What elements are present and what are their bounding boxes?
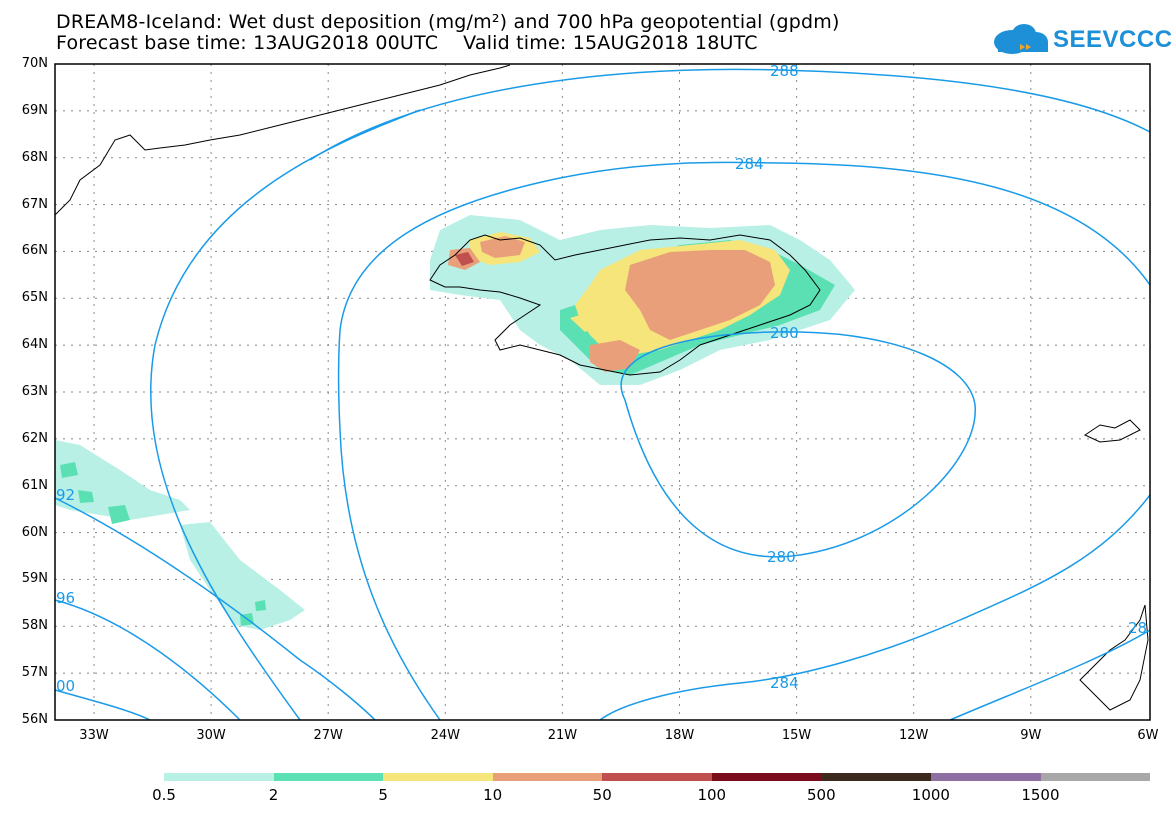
- lon-label: 24W: [430, 728, 460, 743]
- legend-swatch: [383, 773, 493, 781]
- legend-swatch: [930, 773, 1041, 781]
- coastlines: [54, 64, 1149, 711]
- legend-label: 500: [807, 786, 836, 804]
- legend-label: 100: [697, 786, 727, 804]
- legend-swatch: [273, 773, 384, 781]
- legend-label: 1500: [1021, 786, 1060, 804]
- contour-label-28: 28: [1128, 619, 1147, 637]
- map-title: DREAM8-Iceland: Wet dust deposition (mg/…: [56, 11, 840, 33]
- lon-label: 33W: [79, 728, 109, 743]
- lat-label: 66N: [21, 243, 48, 259]
- seevccc-logo: [994, 24, 1048, 54]
- lat-label: 65N: [21, 290, 48, 306]
- lat-label: 63N: [21, 384, 48, 399]
- legend-label: 0.5: [152, 786, 176, 804]
- contour-label-96: 96: [56, 589, 75, 607]
- contour-label-284-south: 284: [770, 674, 799, 692]
- lat-lon-grid: [55, 64, 1150, 720]
- lon-label: 12W: [898, 728, 929, 743]
- logo-text: SEEVCCC: [1053, 26, 1173, 53]
- lat-label: 57N: [21, 665, 48, 681]
- contour-label-00: 00: [56, 677, 75, 695]
- legend-swatch: [492, 773, 603, 781]
- lat-label: 62N: [21, 430, 48, 446]
- lat-label: 58N: [21, 618, 48, 634]
- contour-label-284-north: 284: [735, 155, 764, 173]
- legend-label: 50: [592, 786, 612, 804]
- legend-label: 10: [483, 786, 503, 804]
- lon-label: 30W: [196, 728, 226, 743]
- map-frame: [54, 63, 1151, 721]
- legend-swatch: [602, 773, 712, 781]
- lon-label: 9W: [1020, 728, 1042, 743]
- lat-label: 61N: [21, 477, 48, 493]
- legend-label: 5: [378, 786, 388, 804]
- lat-label: 67N: [21, 196, 48, 212]
- color-legend: [164, 773, 1151, 781]
- lon-label: 21W: [547, 728, 578, 743]
- legend-swatch: [821, 773, 931, 781]
- contour-label-280-north: 280: [770, 324, 799, 342]
- lon-label: 15W: [781, 728, 812, 743]
- contour-label-92: 92: [56, 486, 75, 504]
- lon-label: 6W: [1137, 728, 1159, 743]
- lat-label: 68N: [21, 149, 48, 165]
- lat-label: 59N: [21, 571, 48, 587]
- lat-label: 64N: [21, 337, 48, 353]
- lon-label: 27W: [313, 728, 343, 743]
- lat-label: 56N: [21, 712, 48, 727]
- legend-swatch: [1040, 773, 1151, 781]
- forecast-times: Forecast base time: 13AUG2018 00UTC Vali…: [56, 32, 758, 54]
- legend-swatch: [164, 773, 274, 781]
- legend-label: 2: [268, 786, 279, 804]
- lat-label: 70N: [21, 56, 48, 71]
- contour-label-280-south: 280: [767, 548, 796, 566]
- geopotential-contours: [54, 68, 1151, 721]
- lat-label: 60N: [21, 524, 48, 540]
- legend-swatch: [711, 773, 822, 781]
- contour-labels: 288 284 280 280 284 92 96 00 28: [56, 62, 1147, 695]
- lon-label: 18W: [664, 728, 695, 743]
- lat-label: 69N: [21, 102, 48, 118]
- contour-label-288: 288: [770, 62, 799, 80]
- legend-label: 1000: [911, 786, 950, 804]
- dust-deposition-field: [55, 215, 855, 630]
- cloud-icon: [994, 24, 1048, 54]
